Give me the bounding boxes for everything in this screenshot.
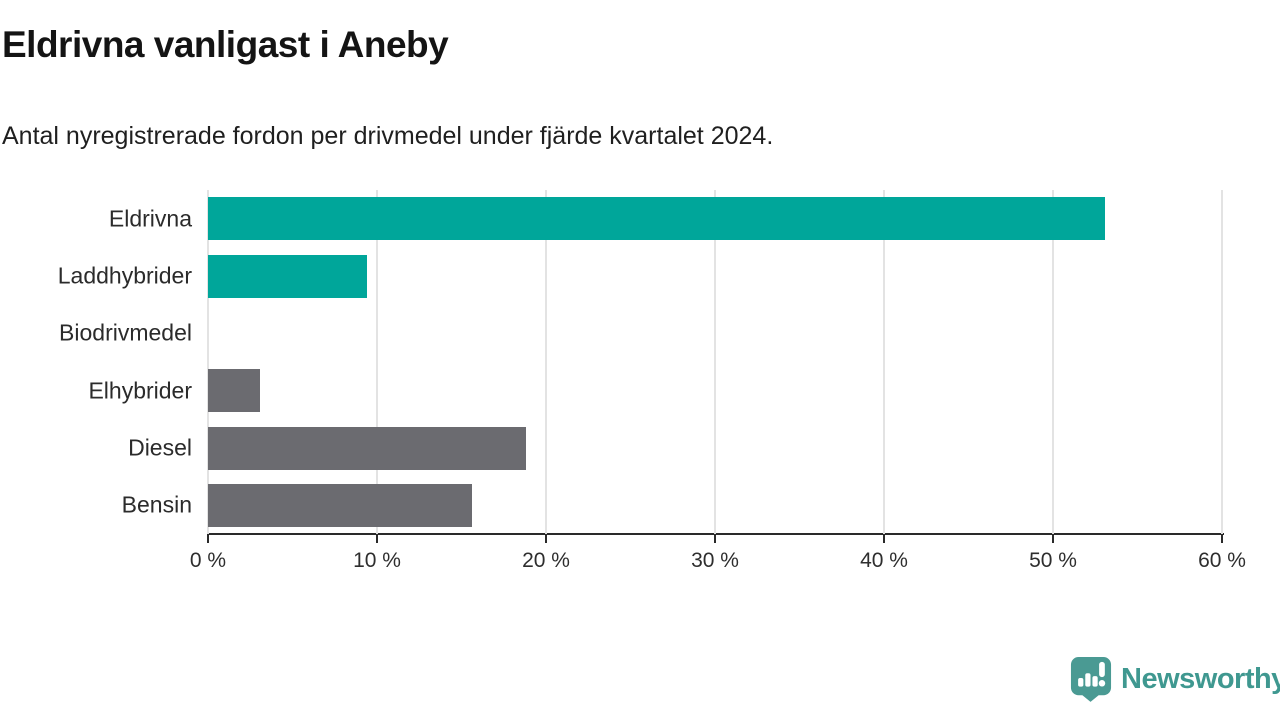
bar-eldrivna [208,197,1106,241]
bar-elhybrider [208,369,261,413]
gridline [1221,190,1223,534]
bar-bensin [208,483,472,527]
brand-logo: Newsworthy [1070,655,1280,703]
gridline [376,190,378,534]
x-tick [545,535,547,543]
gridline [1052,190,1054,534]
category-label: Elhybrider [88,377,192,404]
category-label: Bensin [121,491,192,518]
category-label: Diesel [128,434,192,461]
x-axis-line [207,533,1224,535]
bar-diesel [208,426,526,470]
x-tick [714,535,716,543]
plot-area [207,190,1223,534]
x-tick-label: 30 % [691,549,739,572]
x-tick-label: 10 % [353,549,401,572]
x-tick [883,535,885,543]
gridline [883,190,885,534]
chart-subtitle: Antal nyregistrerade fordon per drivmede… [2,122,774,150]
gridline [545,190,547,534]
category-label: Eldrivna [108,205,192,232]
chart-title: Eldrivna vanligast i Aneby [2,24,449,65]
y-axis-labels: Eldrivna Laddhybrider Biodrivmedel Elhybrid… [0,190,192,534]
gridline [714,190,716,534]
category-label: Laddhybrider [57,262,192,289]
newsworthy-logo-icon [1070,655,1112,703]
brand-name: Newsworthy [1121,662,1280,695]
x-tick-label: 40 % [860,549,908,572]
x-tick [376,535,378,543]
gridline [207,190,209,534]
x-tick [207,535,209,543]
x-tick [1221,535,1223,543]
x-tick-label: 60 % [1198,549,1246,572]
x-tick-label: 20 % [522,549,570,572]
x-tick-label: 50 % [1029,549,1077,572]
x-tick [1052,535,1054,543]
category-label: Biodrivmedel [59,319,192,346]
x-tick-label: 0 % [189,549,227,572]
bar-laddhybrider [208,254,367,298]
